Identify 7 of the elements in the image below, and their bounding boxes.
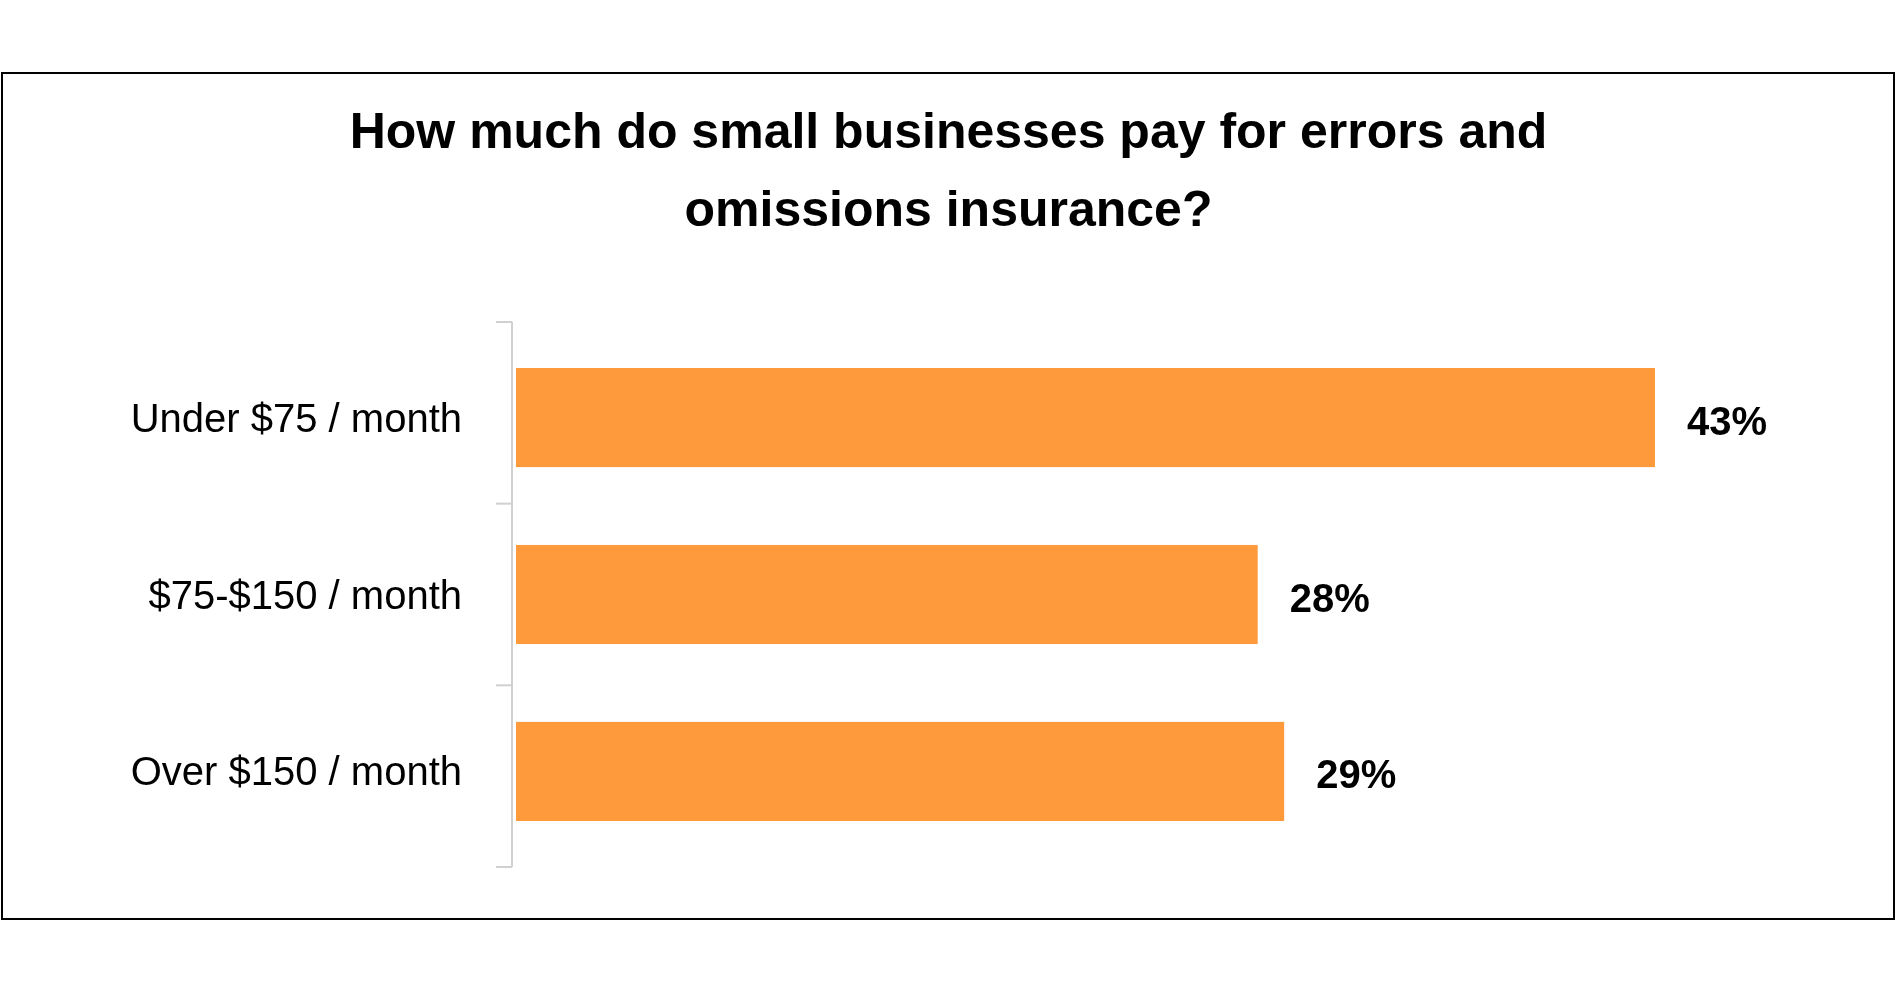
data-label: 29% [1316,752,1397,797]
y-tick-label: Under $75 / month [130,395,462,440]
chart-title: How much do small businesses pay for errors and omissions insurance? [349,103,1548,237]
y-tick-label: Over $150 / month [130,749,462,794]
data-label: 28% [1289,575,1370,620]
y-tick-label: $75-$150 / month [148,572,462,617]
data-label: 43% [1687,398,1768,443]
